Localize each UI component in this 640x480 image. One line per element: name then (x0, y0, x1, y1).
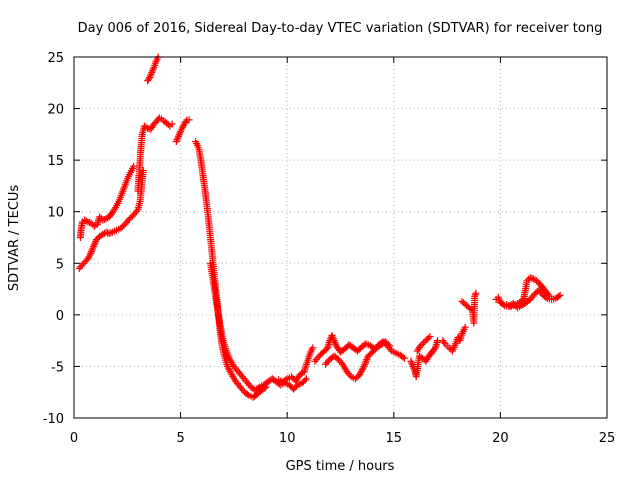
data-series-sdtvar (75, 53, 564, 401)
data-point-markers (275, 344, 317, 386)
y-axis-title: SDTVAR / TECUs (7, 185, 22, 292)
data-point-markers (144, 53, 162, 85)
data-point-markers (458, 289, 480, 327)
data-point-markers (76, 162, 138, 241)
plot-frame (73, 56, 608, 419)
data-point-markers (206, 259, 310, 394)
data-point-markers (134, 114, 176, 195)
y-tick-label: -5 (51, 360, 64, 375)
y-tick-label: 15 (47, 154, 64, 169)
data-point-markers (311, 332, 408, 365)
y-tick-label: -10 (43, 412, 64, 427)
data-point-markers (322, 338, 393, 383)
data-point-markers (413, 333, 434, 355)
x-tick-label: 10 (279, 431, 296, 446)
x-tick-label: 25 (599, 431, 616, 446)
x-tick-label: 0 (70, 431, 78, 446)
x-axis-title: GPS time / hours (286, 459, 395, 474)
data-point-markers (503, 274, 553, 311)
y-tick-label: 0 (56, 309, 64, 324)
y-tick-label: 25 (47, 51, 64, 66)
grid (74, 57, 607, 418)
chart-title: Day 006 of 2016, Sidereal Day-to-day VTE… (78, 21, 603, 36)
y-tick-label: 10 (47, 206, 64, 221)
data-point-markers (407, 337, 441, 381)
x-tick-label: 20 (492, 431, 509, 446)
x-tick-label: 15 (386, 431, 403, 446)
y-tick-label: 20 (47, 103, 64, 118)
data-point-markers (172, 116, 193, 146)
y-tick-label: 5 (56, 257, 64, 272)
data-point-markers (439, 323, 469, 355)
x-tick-label: 5 (176, 431, 184, 446)
axis-ticks: 0 5 10 15 20 25 -10 -5 0 5 10 15 20 25 (43, 51, 616, 446)
